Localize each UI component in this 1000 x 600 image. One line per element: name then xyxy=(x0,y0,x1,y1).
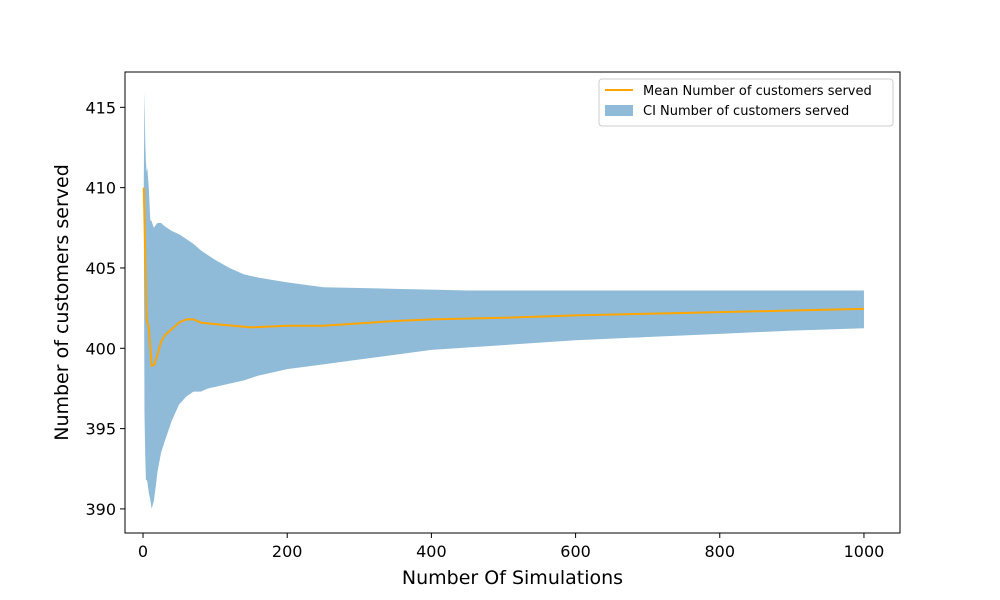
x-tick-label: 400 xyxy=(416,542,447,561)
legend: Mean Number of customers served CI Numbe… xyxy=(598,78,894,127)
legend-entry-mean: Mean Number of customers served xyxy=(643,84,872,99)
axis-ticks: 0 200 400 600 800 1000 390 395 400 405 410 415 xyxy=(85,98,884,561)
legend-entry-ci: CI Number of customers served xyxy=(643,104,849,119)
y-tick-label: 405 xyxy=(85,259,116,278)
y-tick-label: 400 xyxy=(85,339,116,358)
y-tick-label: 395 xyxy=(85,420,116,439)
y-tick-label: 410 xyxy=(85,179,116,198)
legend-swatch-ci xyxy=(605,105,633,116)
y-tick-label: 390 xyxy=(85,500,116,519)
plot-area xyxy=(142,91,864,509)
x-tick-label: 1000 xyxy=(844,542,885,561)
mean-line xyxy=(142,187,864,367)
x-tick-label: 200 xyxy=(272,542,303,561)
x-tick-label: 800 xyxy=(704,542,735,561)
x-axis-label: Number Of Simulations xyxy=(402,567,623,589)
x-tick-label: 600 xyxy=(560,542,591,561)
legend-box xyxy=(598,78,894,127)
ci-band xyxy=(143,91,864,509)
x-tick-label: 0 xyxy=(138,542,148,561)
y-tick-label: 415 xyxy=(85,98,116,117)
y-axis-label: Number of customers served xyxy=(51,164,73,441)
plot-frame xyxy=(124,71,901,534)
